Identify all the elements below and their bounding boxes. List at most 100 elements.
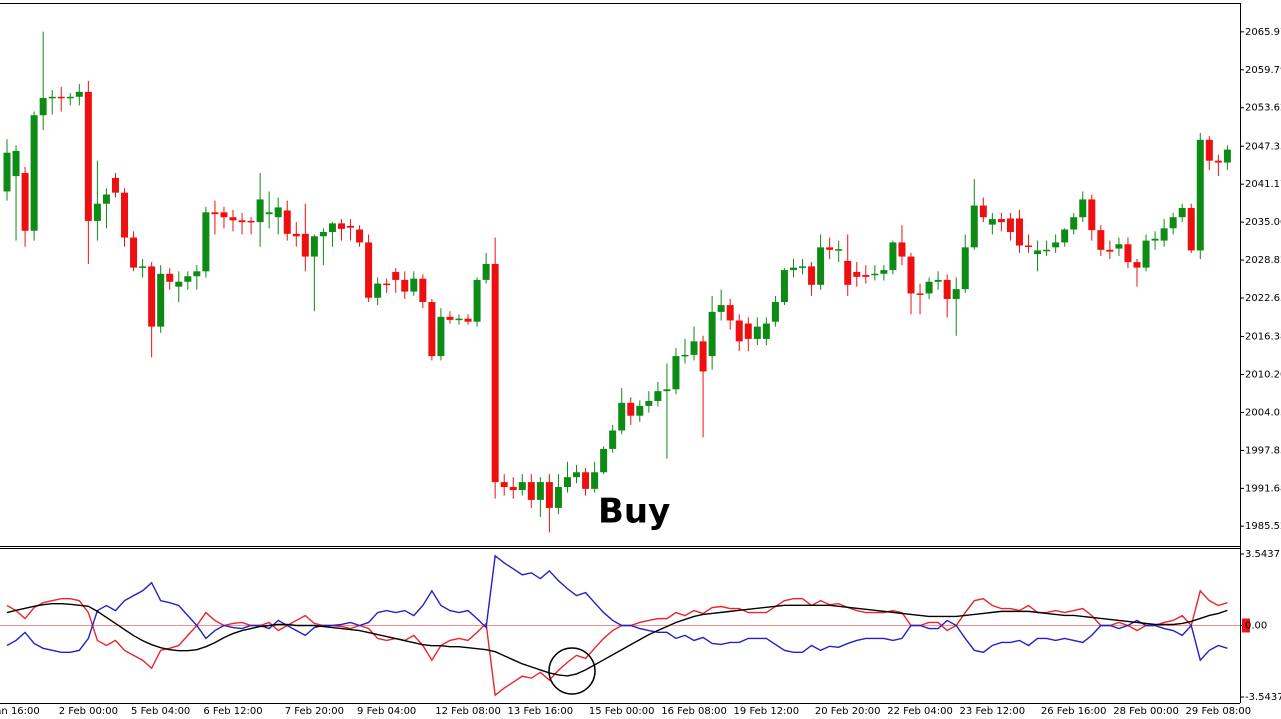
candle-body (961, 247, 969, 290)
candle-body (220, 212, 228, 218)
y-tick-label: 1985.520 (1245, 521, 1281, 532)
y-tick-label: 2004.030 (1245, 407, 1281, 418)
candle-body (1034, 250, 1042, 255)
candle-body (365, 242, 373, 298)
candle-body (744, 323, 752, 339)
candle-body (690, 341, 698, 355)
candle-body (347, 225, 355, 228)
candle-body (573, 472, 581, 478)
candle-body (518, 482, 526, 491)
candle-body (527, 482, 535, 500)
candle-body (591, 472, 599, 489)
candle-body (1142, 240, 1150, 268)
candle-body (48, 96, 56, 99)
x-tick-label: 26 Feb 16:00 (1041, 706, 1107, 717)
indicator-line (6, 589, 1228, 697)
x-tick-label: 2 Feb 00:00 (59, 706, 118, 717)
candle-body (374, 283, 382, 298)
y-tick-label: 2053.620 (1245, 103, 1281, 114)
candle-body (491, 263, 499, 483)
candle-body (916, 293, 924, 295)
candle-body (889, 242, 897, 271)
candle-body (446, 316, 454, 320)
candle-body (943, 279, 951, 299)
candle-body (925, 281, 933, 294)
candle-body (1160, 228, 1168, 241)
x-tick-label: 7 Feb 20:00 (285, 706, 344, 717)
candle-body (66, 96, 74, 99)
candle-body (826, 247, 834, 250)
indicator-line (6, 603, 1228, 677)
candle-body (473, 279, 481, 322)
candle-body (672, 356, 680, 390)
candle-body (428, 302, 436, 357)
candle-body (328, 223, 336, 232)
candle-body (835, 249, 843, 251)
candle-body (1196, 139, 1204, 251)
candle-body (1187, 208, 1195, 251)
candle-body (410, 278, 418, 292)
candle-body (283, 210, 291, 234)
candle-body (356, 229, 364, 243)
candle-body (771, 302, 779, 322)
candle-body (401, 279, 409, 292)
candle-body (663, 389, 671, 392)
candle-body (57, 96, 65, 99)
y-tick-label: 1991.680 (1245, 483, 1281, 494)
candle-body (1214, 160, 1222, 163)
candle-body (337, 223, 345, 229)
candle-body (799, 266, 807, 268)
candle-body (166, 273, 174, 282)
candle-body (148, 266, 156, 327)
y-tick-label: 3.5437 (1245, 549, 1280, 560)
candle-body (1006, 218, 1014, 232)
candle-body (582, 472, 590, 489)
candle-body (1052, 242, 1060, 248)
candle-body (121, 192, 129, 238)
y-tick-label: 2065.970 (1245, 27, 1281, 38)
y-tick-label: 0.00 (1245, 620, 1267, 631)
y-tick-label: 2059.795 (1245, 65, 1281, 76)
candle-body (1061, 229, 1069, 243)
candle-body (1070, 217, 1078, 230)
candle-body (898, 242, 906, 257)
candle-body (1151, 238, 1159, 241)
candle-body (256, 199, 264, 223)
candle-body (645, 400, 653, 406)
candle-body (455, 318, 463, 321)
y-tick-label: 2022.650 (1245, 293, 1281, 304)
tick-label-box (1242, 618, 1250, 633)
candle-body (193, 271, 201, 277)
x-tick-label: 15 Feb 00:00 (589, 706, 655, 717)
candle-body (618, 402, 626, 431)
candle-body (139, 266, 147, 268)
candle-body (1015, 218, 1023, 246)
x-tick-label: 28 Feb 00:00 (1113, 706, 1179, 717)
candle-body (988, 219, 996, 225)
candle-body (509, 487, 517, 491)
candle-body (12, 150, 20, 177)
candle-body (789, 267, 797, 271)
candle-body (627, 402, 635, 416)
y-tick-label: 2010.205 (1245, 370, 1281, 381)
candle-body (817, 247, 825, 285)
candle-body (609, 430, 617, 449)
candle-body (880, 270, 888, 274)
x-tick-label: 16 Feb 08:00 (661, 706, 727, 717)
candle-body (726, 305, 734, 321)
candle-body (780, 270, 788, 303)
x-tick-label: 9 Feb 04:00 (357, 706, 416, 717)
y-tick-label: 2016.380 (1245, 332, 1281, 343)
candle-body (1043, 249, 1051, 252)
x-tick-label: 29 Feb 08:00 (1186, 706, 1252, 717)
candle-body (1088, 199, 1096, 231)
candle-body (229, 217, 237, 221)
candle-body (211, 212, 219, 215)
candle-body (30, 115, 38, 231)
y-tick-label: 2047.350 (1245, 141, 1281, 152)
candle-body (563, 477, 571, 488)
indicator-line (6, 554, 1228, 662)
